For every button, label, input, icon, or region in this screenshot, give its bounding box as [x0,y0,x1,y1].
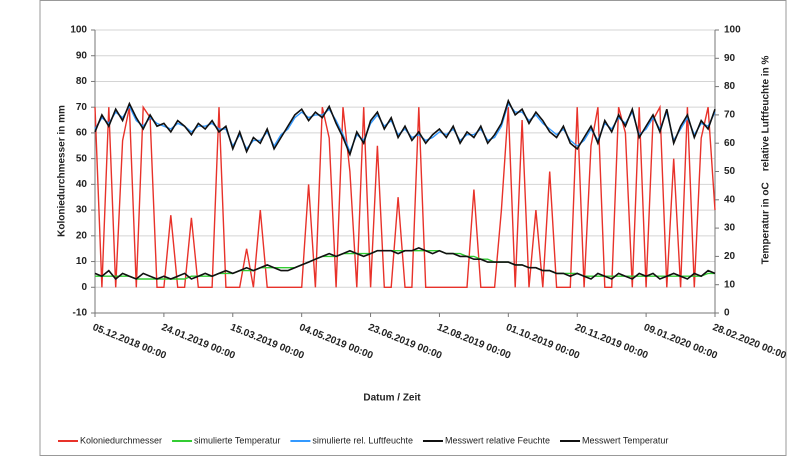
series-line [94,98,716,157]
x-tick-label: 24.01.2019 00:00 [160,322,237,362]
y2-axis-title: Temperatur in oC relative Luftfeuchte in… [761,56,772,265]
y2-tick-label: 0 [724,308,730,319]
legend-label: simulierte rel. Luftfeuchte [312,435,413,445]
y2-tick-label: 60 [724,138,736,149]
x-tick-label: 09.01.2020 00:00 [642,322,719,362]
y2-tick-label: 30 [724,223,736,234]
x-tick-label: 01.10.2019 00:00 [504,322,581,362]
y-tick-label: 50 [76,153,88,164]
y2-tick-label: 90 [724,53,736,64]
x-tick-label: 12.08.2019 00:00 [435,322,512,362]
y-tick-label: 30 [76,205,88,216]
series-line [94,102,716,154]
x-tick-label: 23.06.2019 00:00 [366,322,443,362]
series-line [94,104,716,288]
legend-label: Messwert Temperatur [582,435,668,445]
y-tick-label: 100 [70,25,87,36]
y-tick-label: 80 [76,76,88,87]
y2-tick-label: 80 [724,81,736,92]
y2-tick-label: 50 [724,166,736,177]
legend-label: Koloniedurchmesser [80,435,162,445]
x-tick-label: 04.05.2019 00:00 [298,322,375,362]
y-axis-title: Koloniedurchmesser in mm [57,105,68,237]
y2-tick-label: 70 [724,110,736,121]
y2-tick-label: 20 [724,251,736,262]
y-tick-label: 20 [76,230,88,241]
legend-label: simulierte Temperatur [194,435,280,445]
x-tick-label: 20.11.2019 00:00 [573,322,650,362]
y2-tick-label: 100 [724,25,741,36]
y-tick-label: 70 [76,102,88,113]
y2-tick-label: 10 [724,279,736,290]
y-tick-label: 60 [76,128,88,139]
y-tick-label: 40 [76,179,88,190]
x-tick-label: 15.03.2019 00:00 [229,322,306,362]
legend-label: Messwert relative Feuchte [445,435,550,445]
chart-frame [39,0,787,456]
series-line [94,247,716,281]
x-tick-label: 05.12.2018 00:00 [91,322,168,362]
y2-tick-label: 40 [724,194,736,205]
x-axis-title: Datum / Zeit [363,393,421,404]
x-tick-label: 28.02.2020 00:00 [711,322,787,362]
y-tick-label: 10 [76,256,88,267]
y-tick-label: -10 [73,308,88,319]
y-tick-label: 90 [76,50,88,61]
y-tick-label: 0 [81,282,87,293]
